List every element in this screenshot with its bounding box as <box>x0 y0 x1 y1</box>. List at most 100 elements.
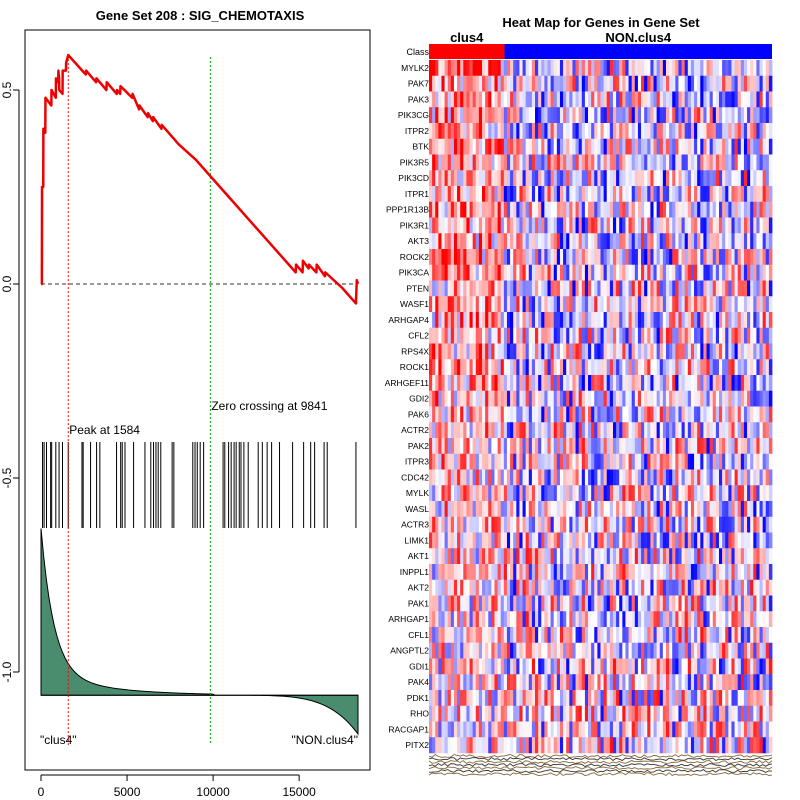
heat-cell <box>581 75 586 92</box>
heat-cell <box>544 658 548 675</box>
heat-cell <box>578 532 583 549</box>
heat-cell <box>550 280 555 297</box>
heat-cell <box>641 390 645 407</box>
heat-cell <box>556 422 561 439</box>
heat-cell <box>759 359 764 376</box>
heat-cell <box>528 327 533 344</box>
heat-cell <box>641 469 645 486</box>
heat-cell <box>681 107 686 124</box>
heat-cell <box>469 359 474 376</box>
heat-cell <box>665 154 670 171</box>
heat-cell <box>768 658 773 675</box>
heat-cell <box>628 642 633 659</box>
heat-cell <box>684 201 689 218</box>
heat-cell <box>578 249 583 266</box>
heat-cell <box>725 422 729 439</box>
heat-cell <box>722 60 726 77</box>
heat-cell <box>432 501 436 518</box>
heat-cell <box>516 627 520 644</box>
heat-cell <box>506 107 511 124</box>
heat-cell <box>750 280 754 297</box>
heat-cell <box>715 264 720 281</box>
heat-cell <box>588 453 592 470</box>
heat-cell <box>503 438 508 455</box>
heat-cell <box>538 469 542 486</box>
heat-cell <box>737 138 742 155</box>
heat-cell <box>488 406 492 423</box>
heat-cell <box>432 705 436 722</box>
heat-cell <box>497 91 502 108</box>
heat-cell <box>438 390 442 407</box>
heat-cell <box>712 264 717 281</box>
heat-cell <box>450 658 455 675</box>
heat-cell <box>556 516 561 533</box>
heat-cell <box>466 453 470 470</box>
heat-cell <box>728 296 732 313</box>
heat-cell <box>634 154 639 171</box>
heat-cell <box>641 564 645 581</box>
heat-cell <box>722 737 726 754</box>
heat-cell <box>647 343 651 360</box>
heat-cell <box>435 327 439 344</box>
heat-cell <box>637 642 642 659</box>
heat-cell <box>681 280 686 297</box>
heat-cell <box>656 406 661 423</box>
heat-cell <box>743 658 748 675</box>
heat-cell <box>616 217 620 234</box>
heat-cell <box>513 75 517 92</box>
heat-cell <box>737 233 742 250</box>
heat-cell <box>634 312 639 329</box>
right-class-label: "NON.clus4" <box>291 733 358 747</box>
heat-cell <box>460 375 464 392</box>
heat-cell <box>647 690 651 707</box>
heat-cell <box>522 579 527 596</box>
heat-cell <box>447 579 452 596</box>
heat-cell <box>694 390 698 407</box>
heat-cell <box>441 201 445 218</box>
heat-cell <box>684 359 689 376</box>
heat-cell <box>528 658 533 675</box>
heat-cell <box>472 422 477 439</box>
heat-cell <box>753 186 757 203</box>
heat-cell <box>572 91 576 108</box>
heat-cell <box>528 690 533 707</box>
heat-cell <box>535 138 539 155</box>
heat-cell <box>482 375 486 392</box>
heat-cell <box>485 60 489 77</box>
heat-cell <box>541 138 545 155</box>
heat-cell <box>678 532 682 549</box>
heat-cell <box>482 154 486 171</box>
heat-cell <box>606 217 611 234</box>
heat-cell <box>622 485 626 502</box>
heat-cell <box>740 233 745 250</box>
heat-cell <box>625 170 629 187</box>
heat-cell <box>706 201 711 218</box>
heat-cell <box>528 485 533 502</box>
heat-cell <box>528 564 533 581</box>
heat-cell <box>547 469 552 486</box>
heat-cell <box>644 516 648 533</box>
heat-cell <box>612 705 617 722</box>
heat-cell <box>731 595 735 612</box>
heat-cell <box>594 627 598 644</box>
heat-cell <box>584 469 589 486</box>
heat-cell <box>734 627 739 644</box>
heat-cell <box>597 296 601 313</box>
heat-cell <box>653 390 658 407</box>
heat-cell <box>503 611 508 628</box>
heat-cell <box>453 516 458 533</box>
heat-cell <box>444 217 449 234</box>
heat-cell <box>712 705 717 722</box>
heat-cell <box>535 642 539 659</box>
heat-cell <box>482 138 486 155</box>
heat-cell <box>606 201 611 218</box>
heat-cell <box>588 249 592 266</box>
heat-cell <box>578 343 583 360</box>
heat-cell <box>697 375 701 392</box>
heat-cell <box>765 406 770 423</box>
heat-cell <box>488 154 492 171</box>
heat-cell <box>703 359 707 376</box>
heat-cell <box>600 737 605 754</box>
heat-cell <box>712 91 717 108</box>
heat-cell <box>575 721 580 738</box>
